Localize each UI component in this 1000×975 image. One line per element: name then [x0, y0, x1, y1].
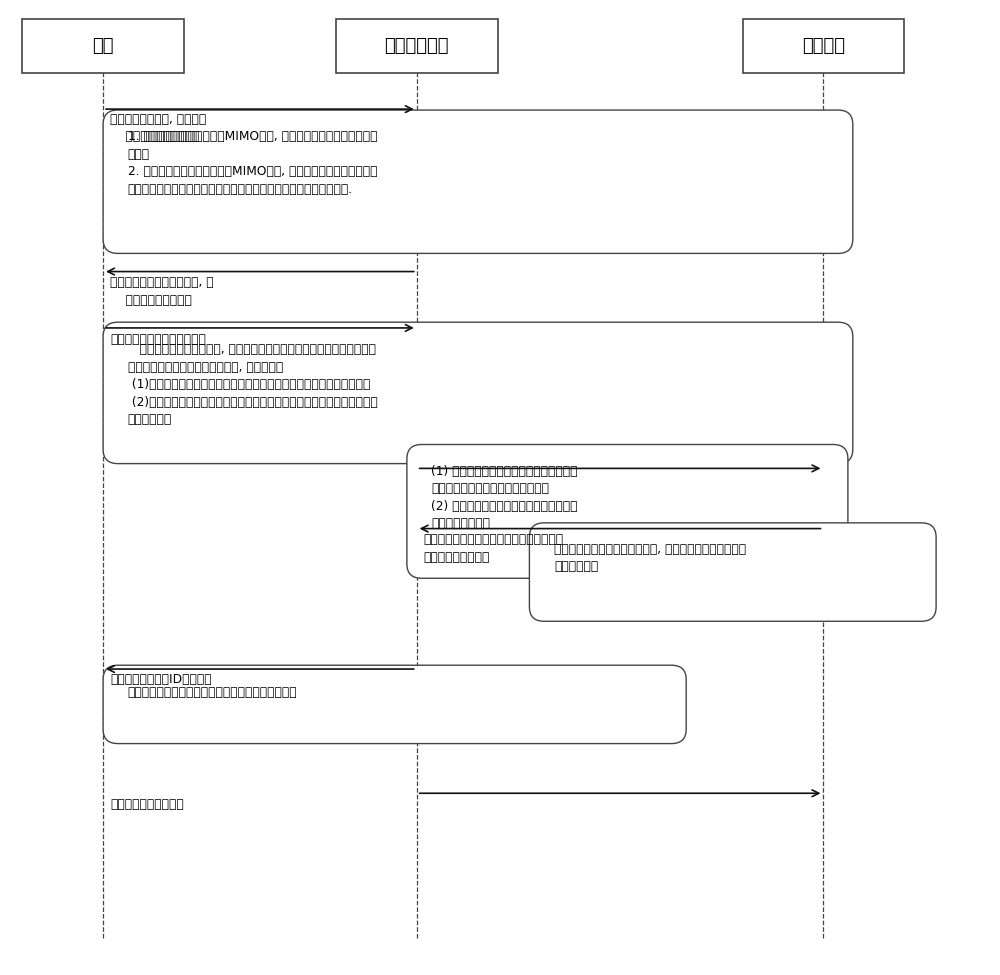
- FancyBboxPatch shape: [103, 665, 686, 744]
- Text: 用户接入所指示的基站: 用户接入所指示的基站: [110, 798, 184, 811]
- Text: 将用户上下行特征空间是否匹配的结果通知
用户的初始服务基站: 将用户上下行特征空间是否匹配的结果通知 用户的初始服务基站: [424, 533, 564, 564]
- Text: 配置用户测量下行特征空间, 及
    用户的上行导频模式: 配置用户测量下行特征空间, 及 用户的上行导频模式: [110, 276, 214, 307]
- Text: 将最终接入基站的ID通知用户: 将最终接入基站的ID通知用户: [110, 673, 212, 685]
- FancyBboxPatch shape: [103, 322, 853, 463]
- Text: 根据参考信号强度, 通过随机
    接入过程接入某个基站: 根据参考信号强度, 通过随机 接入过程接入某个基站: [110, 113, 206, 143]
- Text: 初始接入基站: 初始接入基站: [384, 37, 449, 55]
- Text: 测量用户的上行特征空间, 并确定上下行特征空间是否匹配。然后，确定
其是否能作为用户的最终接入基站, 具体如下：
 (1)如果用户的上下行特征空间匹配，则该基站: 测量用户的上行特征空间, 并确定上下行特征空间是否匹配。然后，确定 其是否能作为…: [128, 343, 377, 426]
- FancyBboxPatch shape: [336, 19, 498, 73]
- FancyBboxPatch shape: [103, 110, 853, 254]
- FancyBboxPatch shape: [407, 445, 848, 578]
- Text: 1. 如果初始接入基站为传统MIMO基站, 则该基站作为用户的最终接入
基站；
2. 如果初始接入基站为大规模MIMO基站, 则该基站需要通过判断用户
的上下行: 1. 如果初始接入基站为传统MIMO基站, 则该基站作为用户的最终接入 基站； …: [128, 130, 377, 196]
- Text: 用户: 用户: [92, 37, 114, 55]
- FancyBboxPatch shape: [22, 19, 184, 73]
- FancyBboxPatch shape: [743, 19, 904, 73]
- Text: 用户测量并反馈下行特征空间: 用户测量并反馈下行特征空间: [110, 332, 206, 346]
- Text: (1) 将用户与邻基站间的下行特征空间，及
其用户的上行导频信息通知邻基站，
(2) 要求邻基站确定其与用户间的上下行特
征空间是否匹配。: (1) 将用户与邻基站间的下行特征空间，及 其用户的上行导频信息通知邻基站， (…: [431, 464, 578, 530]
- Text: 邻基站估计用户的上行特征空间, 并确定用户的上下行特征
空间是否匹配: 邻基站估计用户的上行特征空间, 并确定用户的上下行特征 空间是否匹配: [554, 543, 746, 573]
- Text: 邻近基站: 邻近基站: [802, 37, 845, 55]
- Text: 根据来自邻小区的信息，确定用户的最终接入基站。: 根据来自邻小区的信息，确定用户的最终接入基站。: [128, 686, 297, 699]
- FancyBboxPatch shape: [529, 523, 936, 621]
